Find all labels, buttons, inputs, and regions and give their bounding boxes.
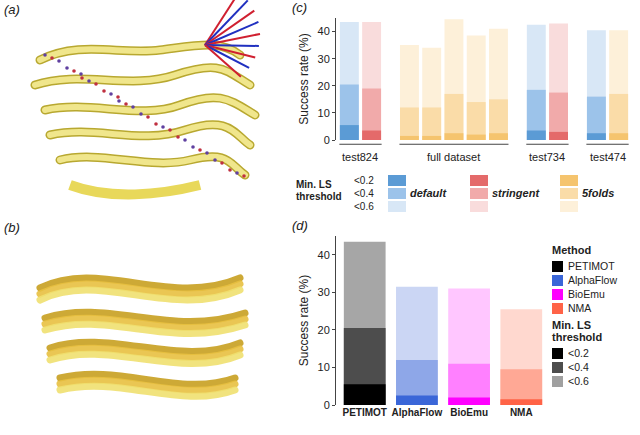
svg-text:20: 20 bbox=[318, 80, 330, 92]
svg-text:5folds: 5folds bbox=[582, 187, 614, 199]
svg-text:default: default bbox=[410, 187, 447, 199]
svg-text:Success rate (%): Success rate (%) bbox=[297, 275, 311, 366]
html-text:(a): (a) bbox=[4, 2, 20, 17]
svg-text:0: 0 bbox=[324, 399, 330, 411]
svg-text:30: 30 bbox=[318, 286, 330, 298]
html-text:BioEmu: BioEmu bbox=[568, 288, 605, 300]
svg-text:10: 10 bbox=[318, 107, 330, 119]
html-text:(b): (b) bbox=[4, 220, 20, 235]
html-text:(c): (c) bbox=[292, 0, 308, 15]
svg-text:Success rate (%): Success rate (%) bbox=[297, 33, 311, 124]
svg-text:40: 40 bbox=[318, 25, 330, 37]
svg-text:40: 40 bbox=[318, 249, 330, 261]
svg-text:test474: test474 bbox=[590, 151, 626, 163]
html-text:Min. LS threshold: Min. LS threshold bbox=[552, 319, 603, 343]
svg-text:0: 0 bbox=[324, 134, 330, 146]
html-text:<0.2: <0.2 bbox=[568, 347, 589, 359]
svg-text:<0.2: <0.2 bbox=[354, 175, 374, 186]
svg-text:<0.6: <0.6 bbox=[354, 201, 374, 212]
html-text:<0.4: <0.4 bbox=[568, 361, 589, 373]
html-text:PETIMOT: PETIMOT bbox=[568, 260, 615, 272]
html-text:(d): (d) bbox=[292, 218, 308, 233]
svg-text:full dataset: full dataset bbox=[427, 151, 480, 163]
svg-text:BioEmu: BioEmu bbox=[450, 407, 488, 418]
svg-text:threshold: threshold bbox=[296, 191, 342, 202]
svg-text:test824: test824 bbox=[342, 151, 378, 163]
svg-text:test734: test734 bbox=[529, 151, 565, 163]
svg-text:NMA: NMA bbox=[510, 407, 533, 418]
html-text:NMA: NMA bbox=[568, 302, 592, 314]
svg-text:10: 10 bbox=[318, 361, 330, 373]
svg-text:30: 30 bbox=[318, 53, 330, 65]
html-text:Method: Method bbox=[552, 244, 592, 256]
svg-text:20: 20 bbox=[318, 324, 330, 336]
html-text:<0.6: <0.6 bbox=[568, 375, 589, 387]
html-text:AlphaFlow: AlphaFlow bbox=[568, 274, 617, 286]
svg-text:Min. LS: Min. LS bbox=[296, 179, 332, 190]
svg-text:<0.4: <0.4 bbox=[354, 188, 374, 199]
svg-text:PETIMOT: PETIMOT bbox=[342, 407, 386, 418]
svg-text:AlphaFlow: AlphaFlow bbox=[392, 407, 443, 418]
svg-text:stringent: stringent bbox=[492, 187, 540, 199]
